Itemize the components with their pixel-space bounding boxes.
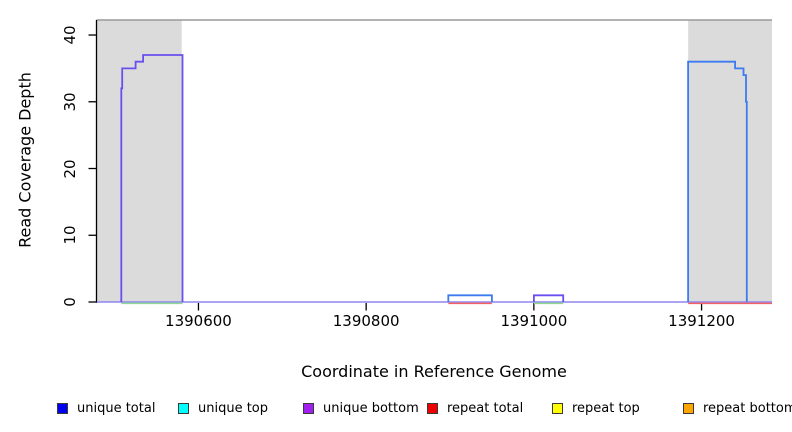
x-tick-label: 1390800	[332, 312, 400, 330]
x-axis-title: Coordinate in Reference Genome	[301, 362, 567, 381]
x-tick-label: 1390600	[165, 312, 232, 330]
y-tick-label: 0	[61, 297, 79, 307]
unique-bottom-strand-bump2-line	[533, 294, 565, 302]
y-tick-label: 30	[61, 92, 79, 112]
unique-top-strand-block-right-line	[687, 60, 748, 302]
y-tick-label: 40	[61, 25, 79, 45]
shaded-region	[688, 20, 772, 302]
y-tick-label: 10	[61, 225, 79, 245]
unique-bottom-strand-block-left-line	[120, 54, 184, 302]
shaded-region	[97, 20, 182, 302]
y-tick-label: 20	[61, 158, 79, 179]
x-tick-label: 1391000	[500, 312, 568, 330]
unique-top-strand-bump1-line	[447, 294, 493, 302]
y-axis-title: Read Coverage Depth	[15, 72, 35, 248]
x-tick-label: 1391200	[668, 312, 735, 330]
